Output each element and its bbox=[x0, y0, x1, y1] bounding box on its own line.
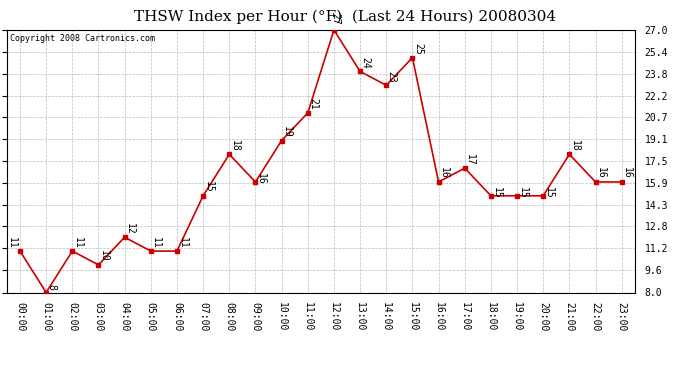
Text: 18: 18 bbox=[230, 140, 240, 152]
Text: 15: 15 bbox=[204, 181, 214, 193]
Text: 11: 11 bbox=[151, 237, 161, 248]
Text: 16: 16 bbox=[622, 168, 632, 179]
Text: 18: 18 bbox=[570, 140, 580, 152]
Text: 21: 21 bbox=[308, 98, 318, 110]
Text: THSW Index per Hour (°F)  (Last 24 Hours) 20080304: THSW Index per Hour (°F) (Last 24 Hours)… bbox=[134, 9, 556, 24]
Text: 11: 11 bbox=[73, 237, 83, 248]
Text: 11: 11 bbox=[177, 237, 188, 248]
Text: 12: 12 bbox=[125, 223, 135, 234]
Text: 27: 27 bbox=[331, 13, 340, 24]
Text: 10: 10 bbox=[99, 251, 109, 262]
Text: 8: 8 bbox=[47, 284, 57, 290]
Text: 15: 15 bbox=[491, 187, 502, 199]
Text: 24: 24 bbox=[361, 57, 371, 69]
Text: Copyright 2008 Cartronics.com: Copyright 2008 Cartronics.com bbox=[10, 34, 155, 43]
Text: 16: 16 bbox=[256, 173, 266, 185]
Text: 16: 16 bbox=[596, 168, 606, 179]
Text: 17: 17 bbox=[465, 154, 475, 165]
Text: 19: 19 bbox=[282, 126, 292, 138]
Text: 15: 15 bbox=[518, 187, 528, 199]
Text: 11: 11 bbox=[7, 237, 17, 248]
Text: 25: 25 bbox=[413, 43, 423, 55]
Text: 23: 23 bbox=[387, 71, 397, 82]
Text: 16: 16 bbox=[439, 168, 449, 179]
Text: 15: 15 bbox=[544, 187, 554, 199]
